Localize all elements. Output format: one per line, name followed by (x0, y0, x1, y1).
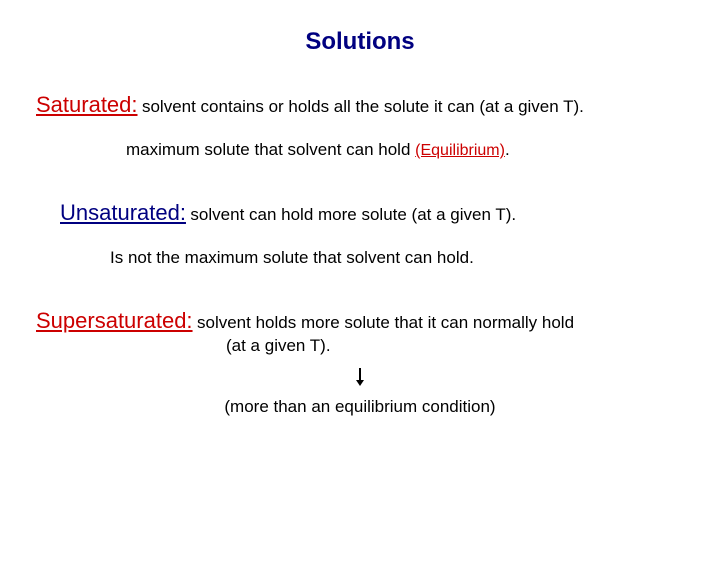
arrow-row (36, 368, 684, 387)
unsaturated-line: Unsaturated: solvent can hold more solut… (60, 200, 684, 226)
supersaturated-final: (more than an equilibrium condition) (36, 397, 684, 417)
down-arrow-icon (359, 368, 361, 382)
saturated-sub: maximum solute that solvent can hold (Eq… (126, 140, 684, 160)
page-title: Solutions (0, 28, 720, 56)
equilibrium-text: (Equilibrium) (415, 142, 505, 159)
unsaturated-term: Unsaturated: (60, 200, 186, 225)
saturated-block: Saturated: solvent contains or holds all… (36, 92, 684, 160)
supersaturated-block: Supersaturated: solvent holds more solut… (36, 308, 684, 417)
saturated-sub-post: . (505, 140, 510, 159)
unsaturated-def: solvent can hold more solute (at a given… (190, 205, 516, 224)
saturated-term: Saturated: (36, 92, 138, 117)
supersaturated-def: solvent holds more solute that it can no… (197, 313, 574, 332)
unsaturated-sub: Is not the maximum solute that solvent c… (110, 248, 684, 268)
saturated-def: solvent contains or holds all the solute… (142, 97, 584, 116)
saturated-sub-pre: maximum solute that solvent can hold (126, 140, 415, 159)
supersaturated-line: Supersaturated: solvent holds more solut… (36, 308, 684, 334)
saturated-line: Saturated: solvent contains or holds all… (36, 92, 684, 118)
unsaturated-block: Unsaturated: solvent can hold more solut… (60, 200, 684, 268)
supersaturated-term: Supersaturated: (36, 308, 193, 333)
supersaturated-def2: (at a given T). (226, 336, 684, 356)
